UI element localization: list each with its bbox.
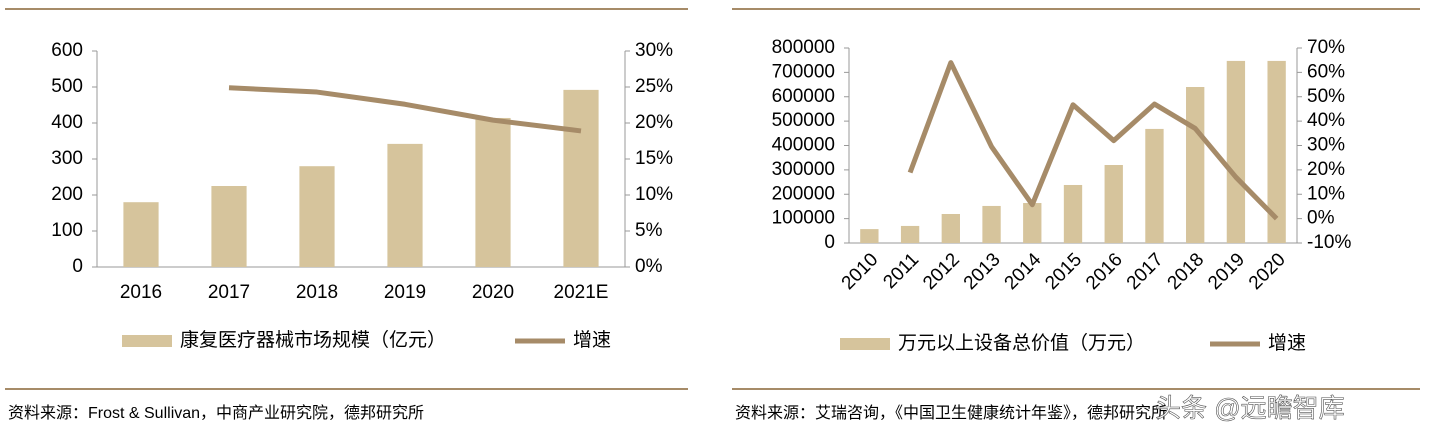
y-tick-label: 600 — [51, 40, 83, 61]
y-tick-label: 100000 — [772, 208, 835, 229]
y-tick-label: 300 — [51, 148, 83, 169]
x-tick-label: 2019 — [384, 282, 426, 303]
y2-tick-label: 0% — [635, 256, 663, 277]
x-tick-label: 2017 — [1123, 249, 1168, 294]
y-tick-label: 500 — [51, 76, 83, 97]
line — [907, 60, 1279, 221]
x-tick-label: 2020 — [472, 282, 514, 303]
x-tick-label: 2015 — [1041, 249, 1086, 294]
y-tick-label: 700000 — [772, 61, 835, 82]
legend-swatch — [840, 338, 890, 350]
bar — [1023, 203, 1042, 243]
x-tick-label: 2014 — [1001, 249, 1046, 294]
y2-tick-label: 20% — [635, 112, 673, 133]
bar — [563, 89, 599, 267]
y2-tick-label: 70% — [1307, 37, 1345, 58]
y2-tick-label: 40% — [1307, 110, 1345, 131]
y-tick-label: 300000 — [772, 159, 835, 180]
legend-label: 增速 — [573, 329, 611, 351]
legend-label: 万元以上设备总价值（万元） — [898, 332, 1145, 354]
y2-tick-label: 10% — [1307, 183, 1345, 204]
bar — [982, 205, 1001, 243]
bar — [1186, 87, 1205, 243]
y-tick-label: 400 — [51, 112, 83, 133]
x-tick-label: 2016 — [1082, 249, 1127, 294]
y2-tick-label: 10% — [635, 184, 673, 205]
y2-tick-label: 0% — [1307, 208, 1335, 229]
y-tick-label: 200 — [51, 184, 83, 205]
x-tick-label: 2016 — [120, 282, 162, 303]
bar — [900, 225, 920, 243]
bar — [387, 143, 423, 267]
y2-tick-label: 50% — [1307, 86, 1345, 107]
y2-tick-label: 20% — [1307, 159, 1345, 180]
bar — [1145, 128, 1164, 243]
x-tick-label: 2017 — [208, 282, 250, 303]
x-tick-label: 2011 — [879, 249, 923, 293]
y2-tick-label: 30% — [635, 40, 673, 61]
x-tick-label: 2013 — [960, 249, 1005, 294]
x-tick-label: 2012 — [919, 249, 964, 294]
x-tick-label: 2020 — [1245, 249, 1290, 294]
bar — [1063, 184, 1083, 243]
source-note: 资料来源：Frost & Sullivan，中商产业研究院，德邦研究所 — [8, 404, 424, 422]
y2-tick-label: 30% — [1307, 135, 1345, 156]
x-tick-label: 2019 — [1204, 249, 1249, 294]
bar — [1226, 60, 1246, 244]
x-tick-label: 2018 — [296, 282, 338, 303]
y2-tick-label: 60% — [1307, 61, 1345, 82]
x-tick-label: 2021E — [554, 282, 609, 303]
bar — [211, 186, 247, 267]
y-tick-label: 100 — [51, 220, 83, 241]
x-tick-label: 2018 — [1164, 249, 1209, 294]
y-tick-label: 600000 — [772, 86, 835, 107]
y2-tick-label: 5% — [635, 220, 663, 241]
watermark: 头条 @远瞻智库 — [1155, 393, 1345, 423]
bar — [299, 166, 335, 267]
legend-swatch — [122, 335, 172, 347]
bar — [123, 202, 159, 267]
source-note: 资料来源：艾瑞咨询，《中国卫生健康统计年鉴》，德邦研究所 — [735, 404, 1167, 422]
y2-tick-label: -10% — [1307, 232, 1351, 253]
bar — [1104, 165, 1123, 243]
y-tick-label: 0 — [72, 256, 83, 277]
y2-tick-label: 25% — [635, 76, 673, 97]
line — [228, 85, 582, 134]
bar — [1267, 60, 1286, 244]
legend-label: 增速 — [1268, 332, 1306, 354]
y2-tick-label: 15% — [635, 148, 673, 169]
y-tick-label: 200000 — [772, 183, 835, 204]
legend-label: 康复医疗器械市场规模（亿元） — [180, 329, 446, 351]
bar — [475, 117, 511, 268]
y-tick-label: 400000 — [772, 135, 835, 156]
bar — [860, 229, 879, 243]
bar — [941, 213, 960, 243]
y-tick-label: 500000 — [772, 110, 835, 131]
x-tick-label: 2010 — [838, 249, 883, 294]
y-tick-label: 0 — [824, 232, 835, 253]
y-tick-label: 800000 — [772, 37, 835, 58]
